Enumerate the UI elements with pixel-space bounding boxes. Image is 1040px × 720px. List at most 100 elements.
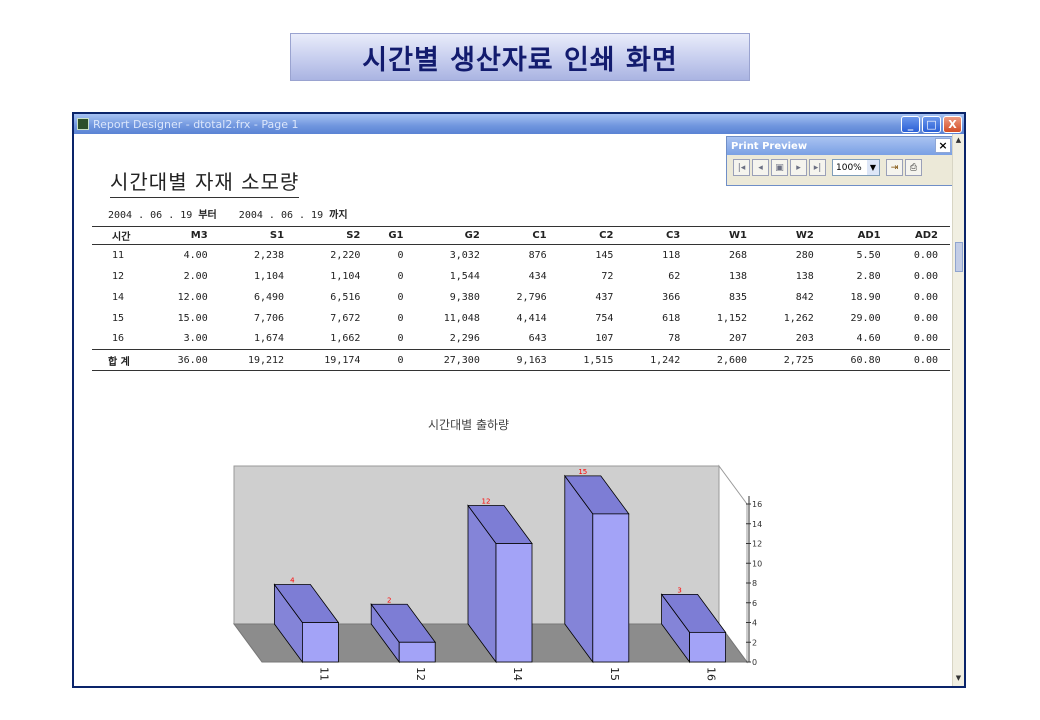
column-header: G1 [372, 226, 416, 245]
total-cell: 60.80 [825, 349, 893, 371]
column-header: C1 [491, 226, 559, 245]
table-cell: 2,796 [516, 291, 547, 303]
table-cell: 29.00 [850, 312, 881, 324]
table-row: 12 2.00 1,104 1,104 0 1,544 434 72 62 138 138 2.80 0… [92, 266, 950, 287]
table-cell: 5.50 [856, 249, 881, 261]
x-tick-label: 11 [317, 667, 330, 681]
print-preview-toolbar: Print Preview × |◂ ◂ ▣ ▸ ▸| 100% ▼ ⇥ ⎙ [726, 136, 954, 186]
table-cell: 2.80 [856, 270, 881, 282]
column-header: G2 [415, 226, 492, 245]
page-banner: 시간별 생산자료 인쇄 화면 [290, 33, 750, 81]
table-cell: 0.00 [913, 249, 938, 261]
table-cell: 0 [397, 270, 404, 282]
total-cell: 19,174 [296, 349, 373, 371]
total-cell: 27,300 [415, 349, 492, 371]
scroll-up-icon[interactable]: ▲ [955, 136, 962, 144]
table-row: 16 3.00 1,674 1,662 0 2,296 643 107 78 207 203 4.60… [92, 329, 950, 350]
maximize-button[interactable]: □ [922, 115, 941, 133]
total-row: 합 계 36.00 19,212 19,174 0 27,300 9,163 1,515 1,2… [92, 349, 950, 371]
table-cell: 11 [112, 249, 125, 261]
print-preview-header[interactable]: Print Preview × [727, 137, 953, 155]
scroll-thumb[interactable] [955, 242, 963, 272]
to-label: 까지 [329, 210, 348, 221]
last-page-icon[interactable]: ▸| [809, 159, 826, 176]
table-cell: 1,104 [330, 270, 361, 282]
column-header: S2 [296, 226, 373, 245]
table-cell: 138 [728, 270, 748, 282]
zoom-select[interactable]: 100% ▼ [832, 159, 880, 176]
table-cell: 138 [795, 270, 814, 282]
column-header: AD1 [825, 226, 893, 245]
y-tick-label: 16 [752, 500, 762, 509]
title-bar[interactable]: Report Designer - dtotal2.frx - Page 1 _… [74, 114, 964, 134]
y-tick-label: 12 [752, 540, 762, 549]
data-label: 4 [290, 577, 295, 585]
table-cell: 835 [728, 291, 748, 303]
table-cell: 0 [397, 333, 404, 345]
data-label: 3 [677, 586, 681, 594]
table-cell: 618 [662, 312, 681, 324]
table-cell: 11,048 [443, 312, 480, 324]
bar [689, 631, 727, 663]
y-tick-label: 2 [752, 638, 757, 647]
column-header: C3 [625, 226, 693, 245]
table-cell: 107 [595, 333, 614, 345]
table-cell: 203 [795, 333, 814, 345]
table-cell: 754 [595, 312, 614, 324]
table-cell: 3.00 [183, 333, 208, 345]
table-cell: 1,544 [449, 270, 480, 282]
print-preview-close-button[interactable]: × [935, 138, 951, 153]
close-preview-icon[interactable]: ⇥ [886, 159, 903, 176]
total-cell: 9,163 [491, 349, 559, 371]
total-cell: 2,600 [692, 349, 760, 371]
table-cell: 2,220 [330, 249, 361, 261]
bar [302, 622, 339, 663]
table-cell: 0.00 [913, 333, 938, 345]
table-cell: 72 [601, 270, 614, 282]
date-to: 2004 . 06 . 19 [238, 210, 324, 221]
table-cell: 145 [595, 249, 614, 261]
table-cell: 16 [112, 333, 125, 345]
table-cell: 6,490 [253, 291, 285, 303]
table-header-row: 시간 M3 S1 S2 G1 G2 C1 C2 C3 W1 W2 AD1 AD2 [92, 226, 950, 245]
column-header: S1 [219, 226, 297, 245]
minimize-button[interactable]: _ [901, 115, 920, 133]
go-to-page-icon[interactable]: ▣ [771, 159, 788, 176]
bar [398, 641, 436, 663]
total-cell: 0.00 [892, 349, 950, 371]
column-header: 시간 [92, 226, 153, 245]
table-cell: 2,238 [253, 249, 285, 261]
next-page-icon[interactable]: ▸ [790, 159, 807, 176]
banner-title: 시간별 생산자료 인쇄 화면 [362, 44, 678, 76]
app-icon [77, 118, 89, 130]
first-page-icon[interactable]: |◂ [733, 159, 750, 176]
prev-page-icon[interactable]: ◂ [752, 159, 769, 176]
table-cell: 9,380 [449, 291, 480, 303]
vertical-scrollbar[interactable]: ▲ ▼ [952, 134, 964, 686]
zoom-value: 100% [836, 162, 862, 173]
table-cell: 0 [397, 249, 404, 261]
total-cell: 1,242 [625, 349, 693, 371]
total-cell: 0 [372, 349, 416, 371]
column-header: AD2 [892, 226, 950, 245]
bar [495, 543, 533, 663]
table-cell: 6,516 [330, 291, 361, 303]
table-row: 11 4.00 2,238 2,220 0 3,032 876 145 118 268 280 5.5… [92, 245, 950, 266]
x-tick-label: 16 [705, 667, 718, 681]
table-cell: 434 [528, 270, 547, 282]
chevron-down-icon[interactable]: ▼ [867, 160, 879, 175]
column-header: M3 [152, 226, 220, 245]
y-tick-label: 10 [752, 559, 762, 568]
table-cell: 2,296 [449, 333, 480, 345]
date-from: 2004 . 06 . 19 [108, 210, 193, 221]
table-cell: 4,414 [516, 312, 547, 324]
table-cell: 7,672 [330, 312, 361, 324]
y-tick-label: 6 [752, 599, 757, 608]
print-icon[interactable]: ⎙ [905, 159, 922, 176]
y-tick-label: 0 [752, 658, 757, 667]
scroll-down-icon[interactable]: ▼ [955, 674, 962, 682]
close-button[interactable]: X [943, 115, 962, 133]
table-cell: 1,662 [330, 333, 361, 345]
table-cell: 0 [397, 291, 404, 303]
table-cell: 18.90 [850, 291, 881, 303]
